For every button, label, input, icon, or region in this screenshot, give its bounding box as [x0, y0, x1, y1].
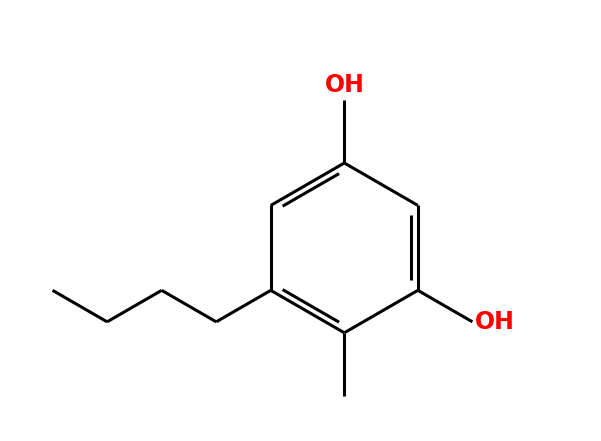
Text: OH: OH [475, 310, 515, 334]
Text: OH: OH [325, 73, 364, 97]
